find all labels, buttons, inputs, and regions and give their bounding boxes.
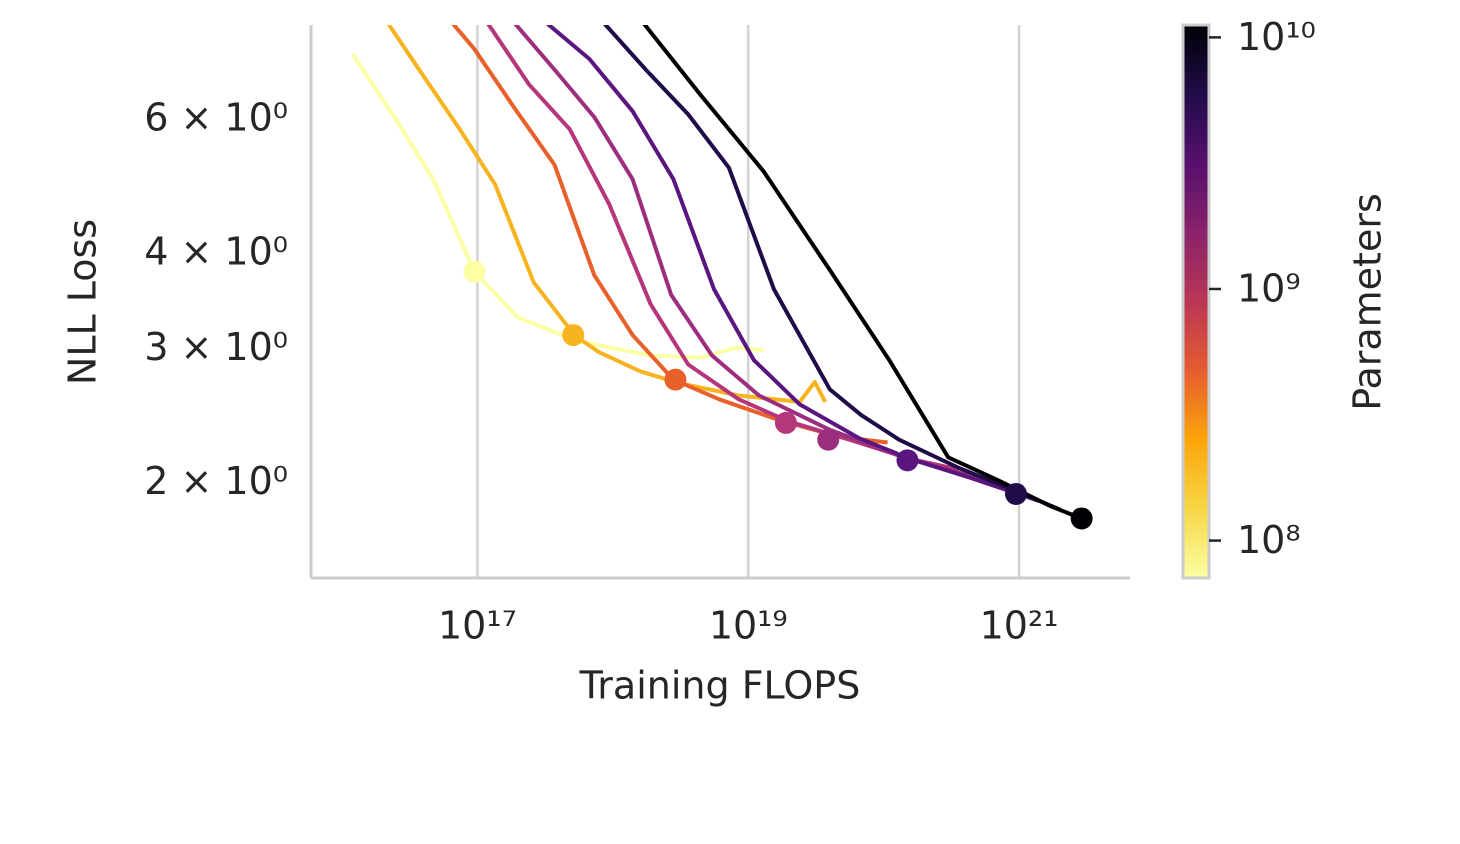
series-line [642,25,1083,521]
x-tick-label: 10²¹ [980,604,1059,648]
x-axis-label: Training FLOPS [579,664,861,708]
y-tick-label: 4 × 10⁰ [144,230,288,274]
x-tick-label: 10¹⁹ [709,604,788,648]
colorbar-tick-label: 10⁸ [1237,518,1301,562]
y-tick-label: 3 × 10⁰ [144,325,288,369]
optimal-point [896,449,919,472]
optimal-point [1005,482,1028,505]
colorbar-tick-label: 10⁹ [1237,266,1301,310]
optimal-point [463,260,486,283]
colorbar-tick-label: 10¹⁰ [1237,15,1316,59]
y-tick-label: 6 × 10⁰ [144,96,288,140]
x-tick-label: 10¹⁷ [438,604,517,648]
optimal-point [664,368,687,391]
optimal-point [774,411,797,434]
optimal-point [1070,507,1093,530]
plot-area [351,25,1093,530]
y-tick-label: 2 × 10⁰ [144,459,288,503]
colorbar-label: Parameters [1346,193,1390,411]
optimal-point [562,324,585,347]
y-axis-label: NLL Loss [61,219,105,385]
series-line [546,25,1040,503]
series-line [351,53,764,360]
colorbar [1181,23,1211,580]
optimal-point [817,428,840,451]
series-line [603,25,1061,512]
